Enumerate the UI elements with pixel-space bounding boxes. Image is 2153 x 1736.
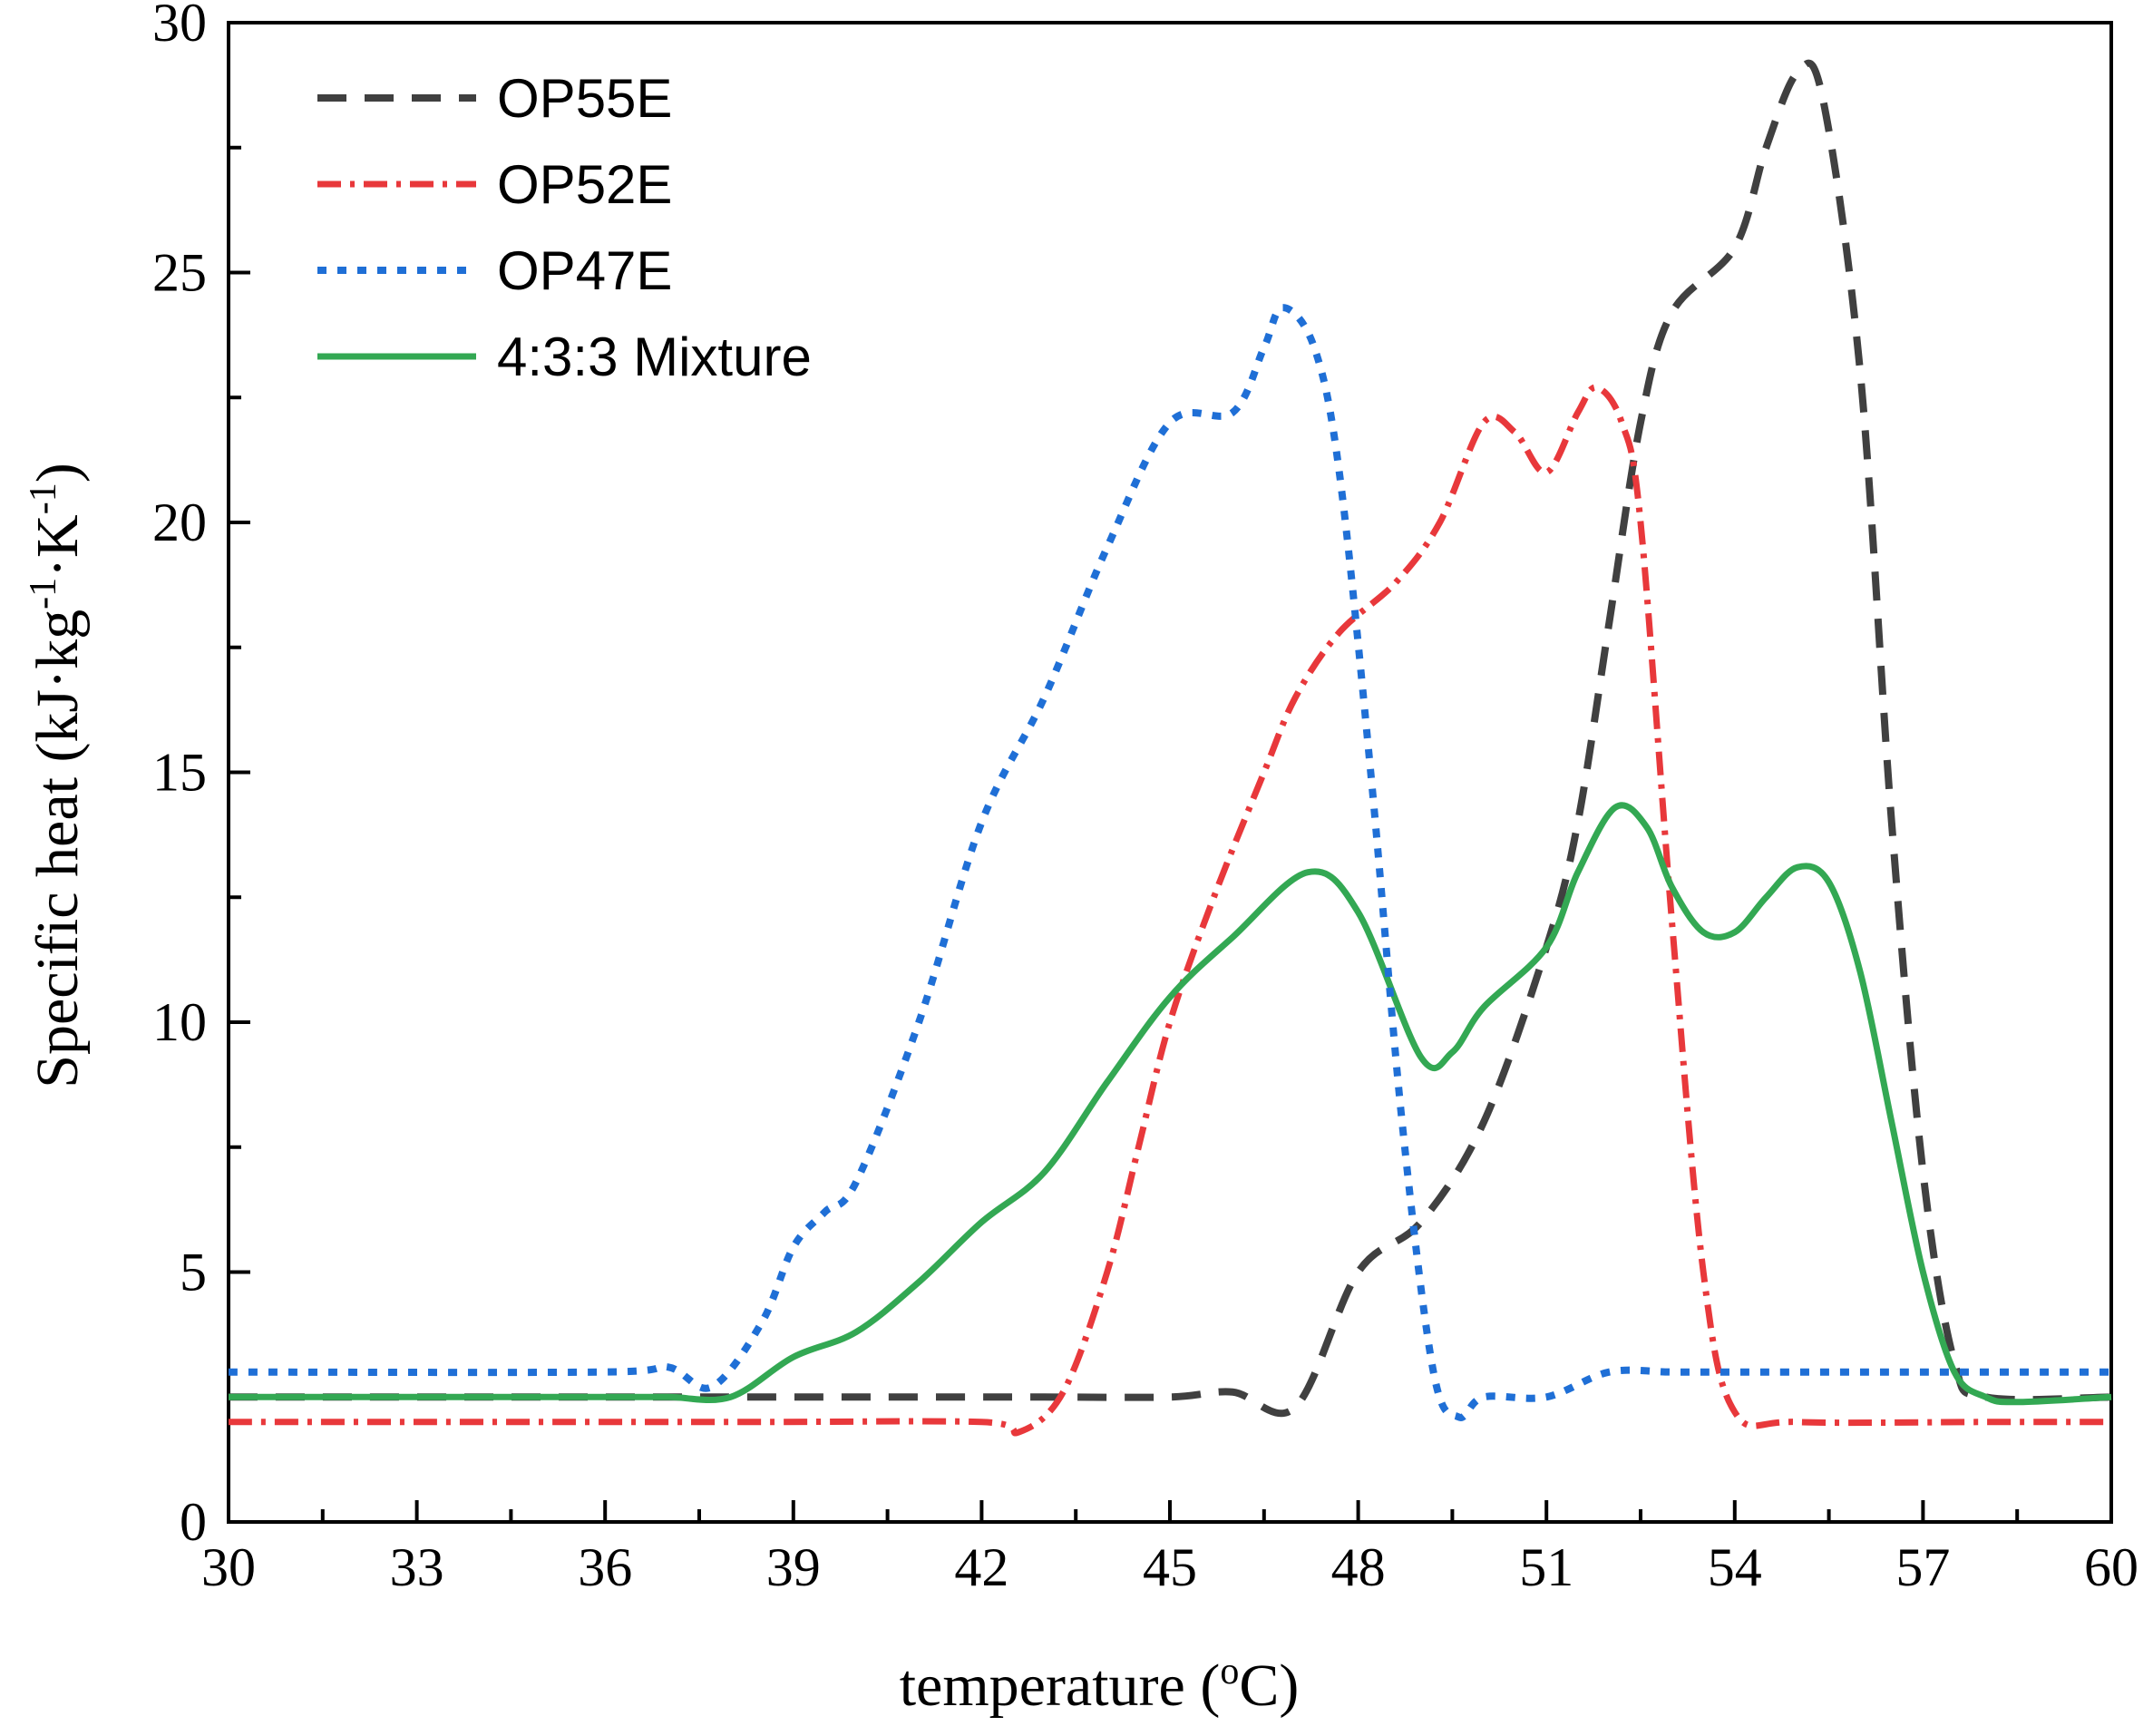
series-line-4-3-3-mixture — [229, 802, 2112, 1406]
x-tick-label: 33 — [390, 1537, 444, 1597]
y-tick-label: 30 — [152, 0, 207, 53]
y-tick-label: 20 — [152, 493, 207, 552]
y-tick-label: 5 — [180, 1243, 207, 1302]
series-line-op55e — [229, 59, 2112, 1418]
x-tick-label: 45 — [1143, 1537, 1197, 1597]
x-tick-label: 30 — [201, 1537, 256, 1597]
series-line-op52e — [228, 384, 2111, 1437]
legend-label: OP47E — [497, 240, 672, 301]
x-tick-label: 42 — [954, 1537, 1008, 1597]
y-tick-label: 25 — [152, 243, 207, 303]
tick-labels: 30 33 36 39 42 45 48 51 54 57 60 0 5 10 15 20 25 30 — [152, 0, 2138, 1597]
x-tick-label: 57 — [1895, 1537, 1950, 1597]
x-tick-label: 48 — [1331, 1537, 1386, 1597]
x-tick-label: 54 — [1708, 1537, 1762, 1597]
y-tick-label: 10 — [152, 992, 207, 1052]
x-tick-label: 60 — [2084, 1537, 2138, 1597]
legend-label: OP52E — [497, 154, 672, 215]
x-tick-label: 51 — [1519, 1537, 1573, 1597]
series-lines — [228, 59, 2112, 1437]
x-axis-title: temperature (oC) — [900, 1651, 1300, 1719]
y-axis-title: Specific heat (kJ·kg-1·K-1) — [23, 463, 91, 1087]
x-tick-label: 39 — [766, 1537, 821, 1597]
x-tick-label: 36 — [578, 1537, 632, 1597]
y-tick-label: 15 — [152, 743, 207, 803]
y-tick-label: 0 — [180, 1492, 207, 1552]
legend-label: 4:3:3 Mixture — [497, 327, 812, 387]
legend-label: OP55E — [497, 68, 672, 129]
series-line-op47e — [228, 304, 2111, 1421]
legend: OP55E OP52E OP47E 4:3:3 Mixture — [317, 68, 812, 387]
axis-ticks — [227, 21, 2113, 1524]
